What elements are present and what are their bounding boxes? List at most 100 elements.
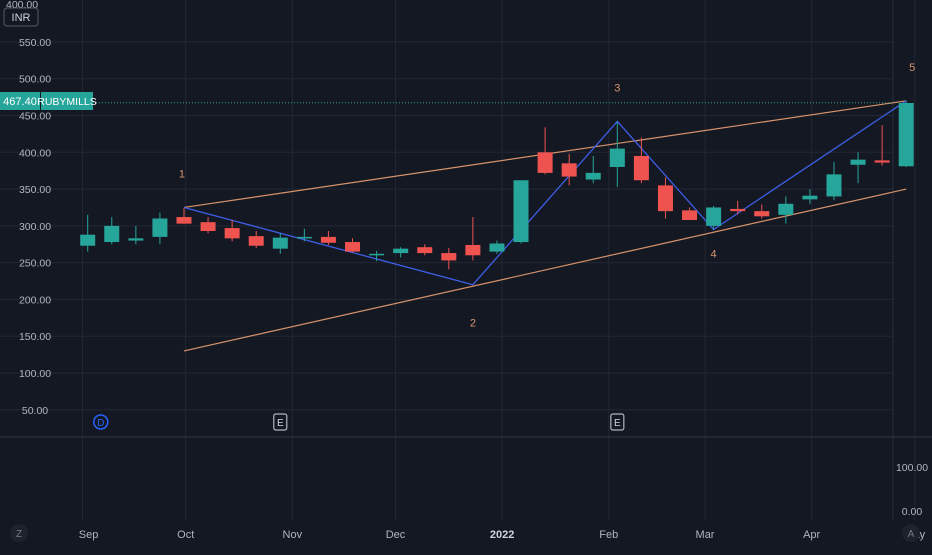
candle [850, 152, 866, 184]
symbol-badge [41, 92, 93, 110]
timezone-button[interactable] [10, 524, 28, 542]
candle-body [585, 172, 601, 180]
candle-body [802, 195, 818, 200]
candle-body [633, 155, 649, 181]
y-tick-label: 400.00 [19, 147, 51, 159]
candle [609, 121, 625, 187]
y-tick-label: 500.00 [19, 74, 51, 86]
wave-label: 1 [179, 168, 185, 180]
candle [874, 125, 890, 166]
candle-body [417, 247, 433, 254]
candle-body [272, 237, 288, 249]
candle [754, 204, 770, 219]
candle-body [441, 253, 457, 261]
candle [296, 228, 312, 242]
candle-body [706, 207, 722, 226]
candle-body [754, 211, 770, 217]
candle-body [874, 160, 890, 163]
candle [441, 247, 457, 270]
candle [489, 240, 505, 254]
y-tick-label: 250.00 [19, 258, 51, 270]
y-tick-label: 350.00 [19, 184, 51, 196]
y-tick-label: 200.00 [19, 294, 51, 306]
candle-body [248, 236, 264, 246]
dividend-marker-label: D [97, 418, 104, 429]
z-icon: Z [16, 529, 22, 540]
y-tick-label: 300.00 [19, 221, 51, 233]
candle [898, 100, 914, 168]
grid [0, 0, 916, 520]
candle [585, 155, 601, 184]
x-tick-label: Oct [177, 529, 194, 541]
candle-body [898, 102, 914, 167]
candle [393, 247, 409, 258]
candle-body [224, 228, 240, 239]
candle-body [730, 208, 746, 212]
candle-body [609, 148, 625, 168]
candle-body [80, 234, 96, 246]
candle-body [393, 248, 409, 254]
candle [537, 127, 553, 175]
y-tick-label: 150.00 [19, 331, 51, 343]
candle [730, 200, 746, 215]
candle-body [320, 236, 336, 243]
candle [465, 217, 481, 261]
candle [513, 180, 529, 244]
earnings-marker-label: E [614, 418, 621, 429]
candle-body [513, 180, 529, 243]
candle [152, 212, 168, 245]
price-badge-value: 467.40 [3, 96, 37, 108]
candle-body [369, 253, 385, 256]
candle [633, 137, 649, 184]
candle-body [850, 159, 866, 165]
axis-top-label: 400.00 [6, 0, 38, 11]
y-tick-label: 450.00 [19, 111, 51, 123]
wave-label: 2 [470, 318, 476, 330]
candle-body [489, 243, 505, 252]
earnings-marker [273, 413, 288, 431]
symbol-badge-label: RUBYMILLS [37, 96, 97, 108]
candle [248, 231, 264, 248]
candle-body [561, 163, 577, 177]
candle [682, 207, 698, 220]
a-icon: A [908, 529, 915, 540]
wave-label: 5 [909, 62, 915, 74]
time-axis: SepOctNovDec2022FebMarAprMay [79, 529, 926, 541]
candle [200, 217, 216, 234]
candle [224, 219, 240, 242]
candle [417, 244, 433, 256]
earnings-marker-label: E [277, 418, 284, 429]
currency-box[interactable] [3, 7, 39, 27]
candle [657, 177, 673, 219]
candle [272, 233, 288, 254]
candle [104, 217, 120, 245]
x-tick-label: 2022 [490, 529, 514, 541]
candle [706, 205, 722, 230]
auto-scale-button[interactable] [902, 524, 920, 542]
lower-tick-label: 100.00 [896, 462, 928, 474]
y-tick-label: 550.00 [19, 37, 51, 49]
lower-tick-label: 0.00 [902, 506, 923, 518]
candle [369, 250, 385, 262]
candle [320, 231, 336, 245]
y-tick-label: 100.00 [19, 368, 51, 380]
x-tick-label: Dec [386, 529, 406, 541]
candle [128, 225, 144, 245]
candle-body [176, 217, 192, 224]
wave-label: 3 [614, 82, 620, 94]
candle [802, 189, 818, 204]
candle-body [104, 225, 120, 243]
x-tick-label: Sep [79, 529, 99, 541]
candle-body [128, 238, 144, 241]
candle-body [345, 242, 361, 252]
candle-body [537, 152, 553, 173]
currency-label: INR [12, 12, 31, 24]
candle-body [778, 203, 794, 215]
lower-pane-axis: 0.00 100.00 [896, 462, 928, 518]
candle [176, 208, 192, 224]
price-axis: 50.00 100.00 150.00 200.00 250.00 300.00 350.0… [19, 37, 51, 417]
candle-body [152, 218, 168, 237]
y-tick-label: 50.00 [22, 405, 48, 417]
